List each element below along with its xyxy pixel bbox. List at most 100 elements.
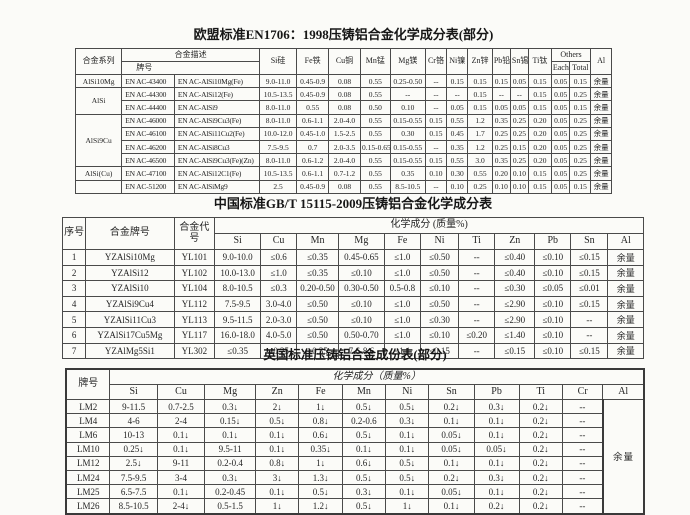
col-header-element: Ni xyxy=(419,233,460,250)
value-cell: 0.5↓ xyxy=(341,398,387,415)
value-cell: 0.35 xyxy=(446,139,469,155)
alloy-grade-cell: LM10 xyxy=(65,441,111,457)
value-cell: 余量 xyxy=(607,342,644,360)
value-cell: -- xyxy=(561,469,604,486)
value-cell: 8.5-10.5 xyxy=(109,498,158,514)
alloy-code-cell: YL102 xyxy=(173,264,216,282)
value-cell: ≤1.0 xyxy=(383,326,421,344)
value-cell: 2.0-4.0 xyxy=(328,113,361,128)
value-cell: 0.05 xyxy=(550,126,571,141)
alloy-grade-cell: LM24 xyxy=(65,469,111,486)
col-header-element: Zn锌 xyxy=(467,48,493,75)
value-cell: 16.0-18.0 xyxy=(214,326,262,344)
value-cell: 0.1↓ xyxy=(385,484,430,500)
eu-table-title: 欧盟标准EN1706：1998压铸铝合金化学成分表(部分) xyxy=(193,27,494,42)
col-header-element: Cr铬 xyxy=(424,48,448,75)
value-cell: 0.08 xyxy=(328,100,361,115)
value-cell: 0.6↓ xyxy=(298,427,343,443)
value-cell: 0.15 xyxy=(527,179,552,194)
value-cell: 10.0-12.0 xyxy=(258,126,298,141)
value-cell: 0.55 xyxy=(359,87,391,102)
value-cell: ≤0.50 xyxy=(296,326,339,344)
al-balance-cell: 余量 xyxy=(601,399,645,514)
value-cell: 4.0-5.0 xyxy=(260,326,298,344)
value-cell: 0.30-0.50 xyxy=(337,280,385,297)
value-cell: 0.05 xyxy=(550,73,571,89)
value-cell: 余量 xyxy=(607,295,644,313)
value-cell: 0.15 xyxy=(527,100,552,115)
alloy-series-cell: AlSi10Mg xyxy=(74,73,123,89)
col-header-total: Total xyxy=(569,61,592,75)
value-cell: 余量 xyxy=(590,126,612,141)
col-header-grade: 牌号 xyxy=(65,368,111,400)
alloy-grade-cell: YZAlSi10Mg xyxy=(85,249,175,266)
value-cell: 余量 xyxy=(607,264,644,282)
value-cell: 0.05 xyxy=(550,113,571,128)
value-cell: 余量 xyxy=(607,249,644,266)
uk-table-title: 英国标准压铸铝合金成份表(部分) xyxy=(263,348,447,362)
col-header-element: Cu xyxy=(260,233,298,250)
value-cell: ≤1.0 xyxy=(383,249,421,266)
alloy-grade-cell: EN AC-44400 xyxy=(121,100,175,115)
value-cell: 2↓ xyxy=(255,398,300,415)
col-header-al: Al xyxy=(590,48,612,75)
table-row: LM2 9-11.5 0.7-2.5 0.3↓ 2↓ 1↓ 0.5↓ 0.5↓ 0.2↓ 0.3↓… xyxy=(65,398,645,514)
value-cell: ≤2.90 xyxy=(494,295,536,313)
value-cell: -- xyxy=(458,295,496,313)
value-cell: ≤0.50 xyxy=(419,295,460,313)
value-cell: 0.10 xyxy=(424,166,448,181)
alloy-grade-cell: EN AC-46100 xyxy=(121,126,175,141)
value-cell: 0.15 xyxy=(569,179,592,194)
cn-composition-table: 序号 合金牌号 合金代号 化学成分 (质量%) Si Cu Mn Mg Fe Ni Ti Zn… xyxy=(61,217,644,360)
alloy-series-cell: AlSi xyxy=(74,87,123,115)
value-cell: 8.0-11.0 xyxy=(258,113,298,128)
table-row: LM6 10-13 0.1↓ 0.1↓ 0.1↓ 0.6↓ 0.5↓ 0.1↓ 0.05↓ 0.1… xyxy=(65,427,644,443)
alloy-grade-cell: EN AC-43400 xyxy=(121,73,175,89)
alloy-grade-cell: LM4 xyxy=(65,413,111,429)
value-cell: -- xyxy=(561,398,604,415)
value-cell: 余量 xyxy=(607,326,644,344)
col-header-element: Mn xyxy=(341,384,387,400)
value-cell: ≤0.15 xyxy=(570,295,609,313)
header-row: 牌号 化学成分（质量%） xyxy=(65,368,645,400)
alloy-series-cell xyxy=(74,179,123,194)
value-cell: 0.20-0.50 xyxy=(296,280,339,297)
alloy-grade-cell: LM25 xyxy=(65,484,111,500)
value-cell: 0.25 xyxy=(569,126,592,141)
value-cell: 0.1↓ xyxy=(255,441,300,457)
value-cell: 0.05 xyxy=(550,139,571,155)
value-cell: 0.2-0.4 xyxy=(204,455,257,471)
value-cell: 0.1↓ xyxy=(385,427,430,443)
value-cell: -- xyxy=(570,326,609,344)
value-cell: 0.55 xyxy=(296,100,330,115)
value-cell: 0.5-1.5 xyxy=(204,498,257,514)
value-cell: 0.55 xyxy=(446,153,469,168)
alloy-desc-cell: EN AC-AlSi9Cu3(Fe) xyxy=(173,113,260,128)
value-cell: 余量 xyxy=(590,179,612,194)
value-cell: ≤0.40 xyxy=(494,249,536,266)
value-cell: 6.5-7.5 xyxy=(109,484,158,500)
alloy-desc-cell: EN AC-AlSi12C1(Fe) xyxy=(173,166,260,181)
value-cell: ≤0.15 xyxy=(570,249,609,266)
header-row: 序号 合金牌号 合金代号 化学成分 (质量%) xyxy=(61,217,644,250)
value-cell: 0.6-1.1 xyxy=(296,166,330,181)
value-cell: ≤0.10 xyxy=(534,326,572,344)
value-cell: 0.2↓ xyxy=(518,398,563,415)
value-cell: -- xyxy=(424,179,448,194)
value-cell: 0.15 xyxy=(569,73,592,89)
row-number-cell: 6 xyxy=(61,326,87,344)
value-cell: 0.55 xyxy=(446,113,469,128)
alloy-desc-cell: EN AC-AlSi10Mg(Fe) xyxy=(173,73,260,89)
value-cell: 0.30 xyxy=(389,126,426,141)
uk-table-body: LM2 9-11.5 0.7-2.5 0.3↓ 2↓ 1↓ 0.5↓ 0.5↓ 0.2↓ 0.3↓… xyxy=(65,398,645,514)
value-cell: 0.1↓ xyxy=(341,441,387,457)
value-cell: 9.5-11 xyxy=(204,441,257,457)
alloy-grade-cell: EN AC-46000 xyxy=(121,113,175,128)
value-cell: -- xyxy=(561,413,604,429)
col-header-element: Fe xyxy=(383,233,421,250)
col-header-element: Mg xyxy=(204,384,257,400)
value-cell: ≤0.50 xyxy=(419,264,460,282)
alloy-desc-cell: EN AC-AlSi11Cu2(Fe) xyxy=(173,126,260,141)
table-row: 7 YZAlMg5Si1 YL302 ≤0.35 ≤0.25 ≤0.35 7.6-8.6 ≤1… xyxy=(61,342,644,360)
alloy-grade-cell: LM26 xyxy=(65,498,111,514)
